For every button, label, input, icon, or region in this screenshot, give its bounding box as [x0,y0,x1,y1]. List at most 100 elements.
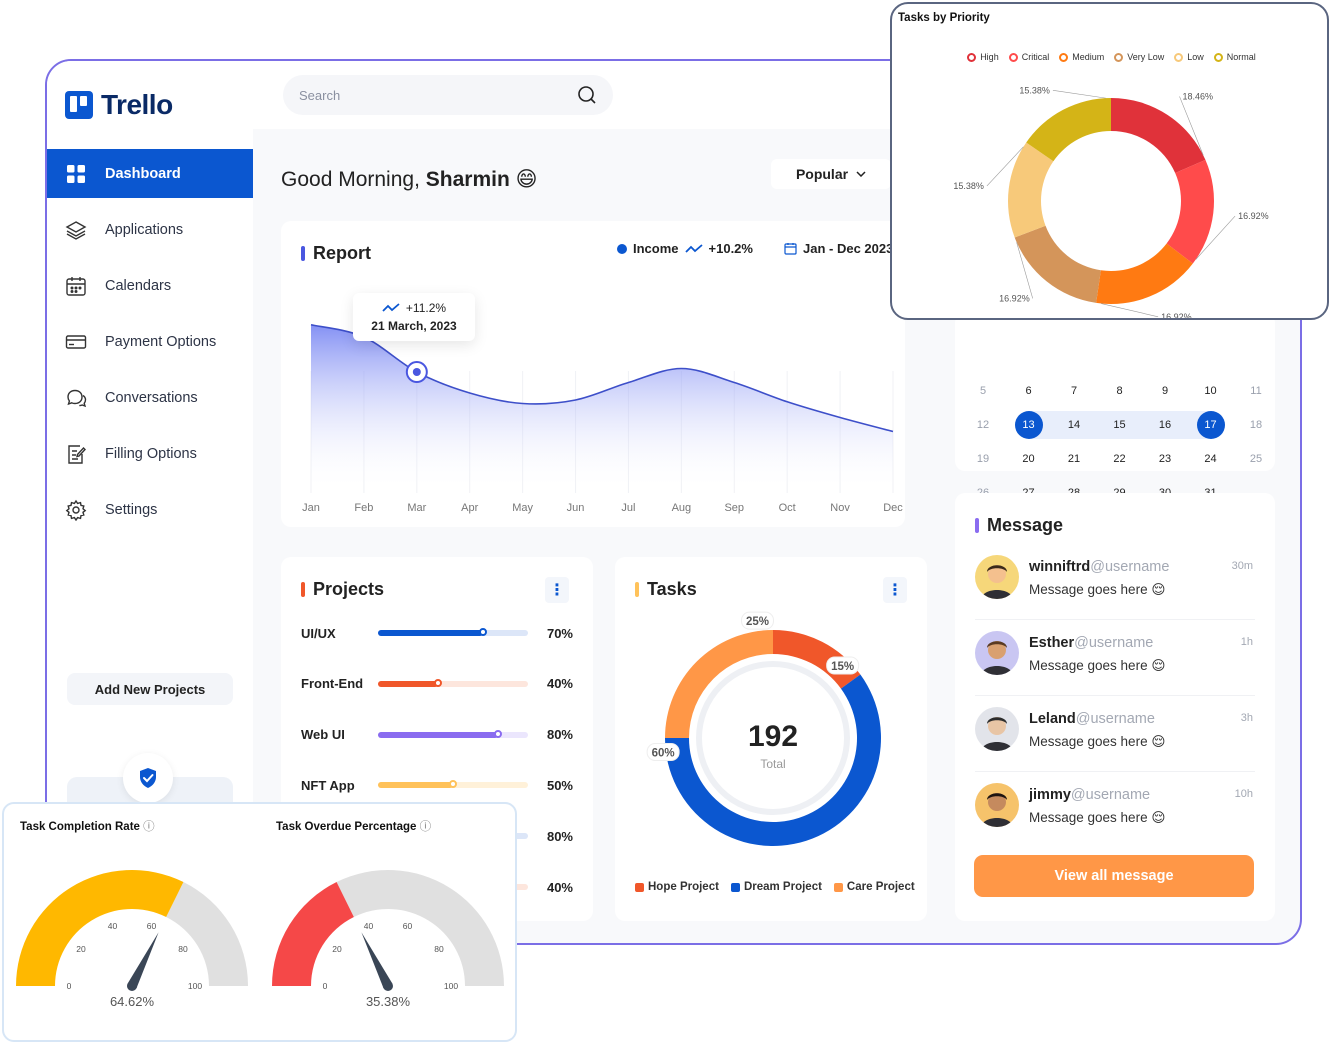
legend-swatch [730,882,740,892]
sidebar-item-filling-options[interactable]: Filling Options [47,429,253,478]
project-row[interactable]: Web UI 80% [301,725,573,745]
add-new-projects-button[interactable]: Add New Projects [67,673,233,705]
sidebar-item-calendars[interactable]: Calendars [47,261,253,310]
calendar-day[interactable]: 25 [1249,453,1263,465]
search-input[interactable] [299,87,577,103]
legend-label: Normal [1226,52,1256,62]
gauge-tick-label: 20 [76,944,86,954]
donut-center [696,661,850,815]
message-time: 10h [1234,788,1253,800]
legend-swatch [833,882,843,892]
avatar[interactable] [975,555,1019,599]
legend-ring-icon [1114,52,1124,62]
gauge-tick-label: 100 [188,981,202,991]
legend-entry[interactable]: Critical [1008,52,1049,62]
gauge-needle-hub [127,981,137,991]
trend-up-icon [382,303,400,312]
info-icon[interactable]: ⓘ [143,821,155,833]
more-options-icon[interactable]: ⋮ [545,577,569,603]
calendar-range-band [1142,411,1188,439]
smile-emoji-icon: 😄 [515,168,538,191]
sidebar-item-applications[interactable]: Applications [47,205,253,254]
calendar-day[interactable]: 7 [1070,385,1078,397]
view-all-messages-button[interactable]: View all message [974,855,1254,897]
title-accent-bar [635,582,639,597]
tasks-title-text: Tasks [647,579,697,599]
message-item[interactable]: jimmy@username Message goes here 😌 10h [975,783,1255,839]
avatar[interactable] [975,783,1019,827]
avatar[interactable] [975,631,1019,675]
message-item[interactable]: winniftrd@username Message goes here 😌 3… [975,555,1255,611]
relieved-emoji-icon: 😌 [1151,658,1166,673]
message-item[interactable]: Esther@username Message goes here 😌 1h [975,631,1255,687]
calendar-day[interactable]: 16 [1158,419,1172,431]
sidebar-item-payment-options[interactable]: Payment Options [47,317,253,366]
donut-slice [1026,98,1111,162]
calendar-day[interactable]: 11 [1250,385,1262,397]
legend-label: Hope Project [648,881,719,893]
calendar-day[interactable]: 10 [1204,385,1217,397]
x-tick-label: Mar [407,502,426,514]
message-preview: Message goes here 😌 [1029,582,1166,597]
calendar-day[interactable]: 22 [1113,453,1126,465]
x-tick-label: Aug [672,502,692,514]
user-name: Sharmin [425,168,510,191]
calendar-day[interactable]: 23 [1158,453,1172,465]
sidebar-item-conversations[interactable]: Conversations [47,373,253,422]
legend-label: Income [633,241,679,256]
calendar-day[interactable]: 19 [976,453,990,465]
project-row[interactable]: NFT App 50% [301,775,573,795]
calendar-day[interactable]: 13 [1014,411,1043,439]
legend-entry[interactable]: Low [1174,52,1204,62]
priority-donut-chart: 18.46% 16.92% 16.92% 16.92% 15.38% 15.38% [953,85,1268,318]
legend-label: High [980,52,999,62]
messages-title-text: Message [987,515,1064,535]
info-icon[interactable]: ⓘ [419,821,432,833]
project-label: Web UI [301,727,345,743]
sidebar-nav: Dashboard Applications Calendars Payment… [47,149,253,541]
message-item[interactable]: Leland@username Message goes here 😌 3h [975,707,1255,763]
legend-label: Medium [1072,52,1105,62]
projects-title-text: Projects [313,579,385,599]
legend-entry[interactable]: Normal [1213,52,1256,62]
progress-knob [449,780,457,789]
gauge-tick-label: 0 [323,981,328,991]
message-preview: Message goes here 😌 [1029,810,1166,825]
calendar-day[interactable]: 9 [1161,385,1169,397]
priority-chart-title: Tasks by Priority [898,12,990,24]
calendar-day[interactable]: 6 [1025,385,1032,397]
project-row[interactable]: UI/UX 70% [301,623,573,643]
calendar-day[interactable]: 18 [1249,419,1263,431]
calendar-day[interactable]: 15 [1113,419,1126,431]
trend-up-icon [684,243,703,253]
sidebar-item-dashboard[interactable]: Dashboard [47,149,253,198]
calendar-day[interactable]: 21 [1067,453,1081,465]
sidebar-item-settings[interactable]: Settings [47,485,253,534]
progress-knob [479,628,487,636]
project-row[interactable]: Front-End 40% [301,674,573,694]
gauge-fill [16,870,184,986]
legend-entry[interactable]: Medium [1059,52,1104,62]
sort-dropdown[interactable]: Popular [771,159,891,189]
calendar-day[interactable]: 5 [979,385,987,397]
search-icon[interactable] [577,85,597,105]
calendar-day[interactable]: 17 [1196,411,1225,439]
calendar-day[interactable]: 14 [1067,419,1081,431]
donut-slice [1014,225,1101,303]
more-options-icon[interactable]: ⋮ [883,577,907,603]
calendar-day[interactable]: 8 [1116,385,1123,397]
calendar-day[interactable]: 24 [1204,453,1217,465]
calendar-day[interactable]: 12 [976,419,990,431]
label-leader-line [1195,215,1236,260]
avatar[interactable] [975,707,1019,751]
x-tick-label: Jan [302,502,320,514]
search-box[interactable] [283,75,613,115]
trello-logo[interactable]: Trello [65,89,173,121]
legend-entry[interactable]: High [967,52,999,62]
shield-check-icon[interactable] [123,753,173,803]
label-leader-line [1052,90,1106,99]
calendar-day[interactable]: 20 [1022,453,1035,465]
legend-entry[interactable]: Very Low [1114,52,1164,62]
date-range-picker[interactable]: Jan - Dec 2023 [784,241,893,256]
priority-legend: High Critical Medium Very Low Low Normal [892,52,1327,62]
